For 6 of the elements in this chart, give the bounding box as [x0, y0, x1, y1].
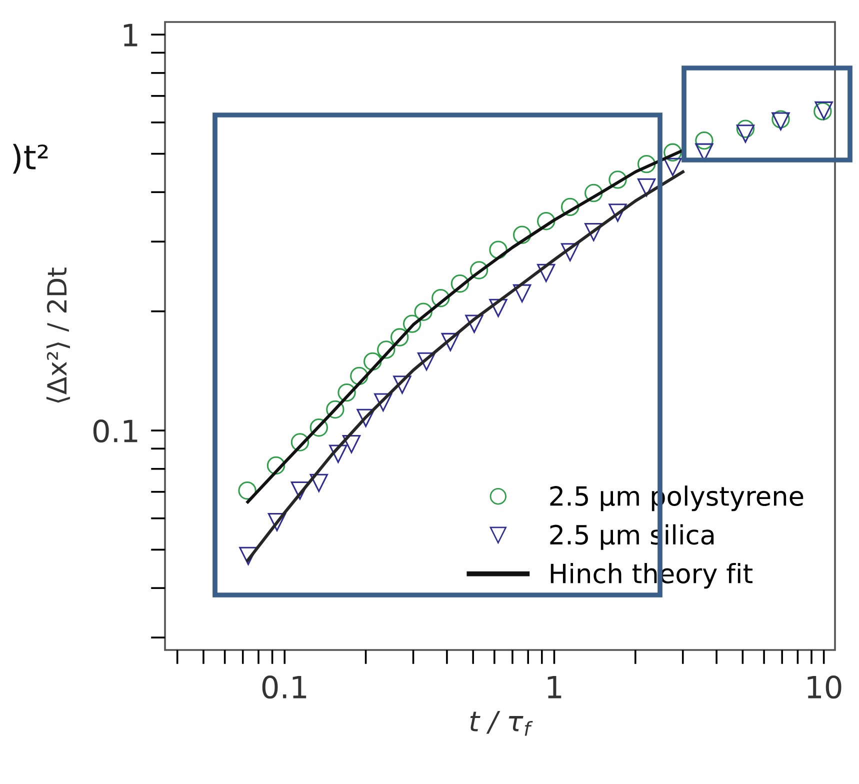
x-tick-label: 1 [548, 676, 562, 698]
x-tick-label: 10 [808, 676, 842, 699]
x-tick-label: 0.1 [262, 676, 306, 699]
y-axis-title: ⟨Δx²⟩ / 2Dt [46, 268, 70, 403]
text: )t² [12, 144, 48, 174]
x-axis-title: t / τ$_{f}$ [470, 710, 533, 736]
